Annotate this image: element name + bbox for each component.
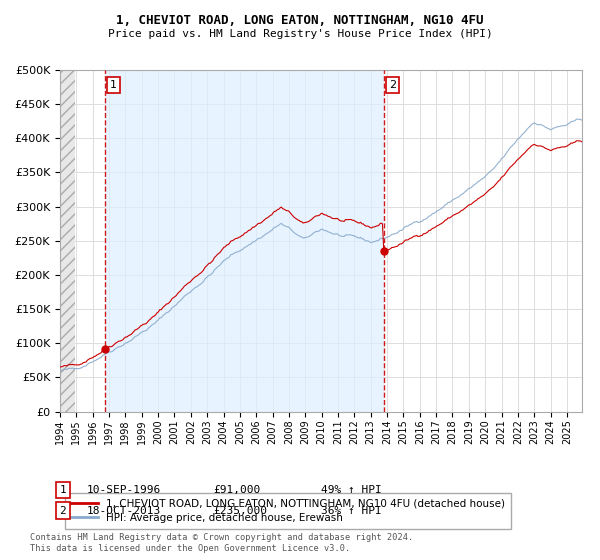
Text: £235,000: £235,000 bbox=[213, 506, 267, 516]
Bar bbox=[105, 70, 384, 412]
Text: £91,000: £91,000 bbox=[213, 485, 260, 495]
Text: 2: 2 bbox=[59, 506, 67, 516]
Text: Price paid vs. HM Land Registry's House Price Index (HPI): Price paid vs. HM Land Registry's House … bbox=[107, 29, 493, 39]
Bar bbox=[60, 70, 75, 412]
Text: Contains HM Land Registry data © Crown copyright and database right 2024.
This d: Contains HM Land Registry data © Crown c… bbox=[30, 533, 413, 553]
Legend: 1, CHEVIOT ROAD, LONG EATON, NOTTINGHAM, NG10 4FU (detached house), HPI: Average: 1, CHEVIOT ROAD, LONG EATON, NOTTINGHAM,… bbox=[65, 493, 511, 529]
Text: 36% ↑ HPI: 36% ↑ HPI bbox=[321, 506, 382, 516]
Text: 10-SEP-1996: 10-SEP-1996 bbox=[87, 485, 161, 495]
Text: 1, CHEVIOT ROAD, LONG EATON, NOTTINGHAM, NG10 4FU: 1, CHEVIOT ROAD, LONG EATON, NOTTINGHAM,… bbox=[116, 14, 484, 27]
Text: 49% ↑ HPI: 49% ↑ HPI bbox=[321, 485, 382, 495]
Text: 2: 2 bbox=[389, 80, 397, 90]
Text: 1: 1 bbox=[59, 485, 67, 495]
Text: 18-OCT-2013: 18-OCT-2013 bbox=[87, 506, 161, 516]
Text: 1: 1 bbox=[110, 80, 117, 90]
